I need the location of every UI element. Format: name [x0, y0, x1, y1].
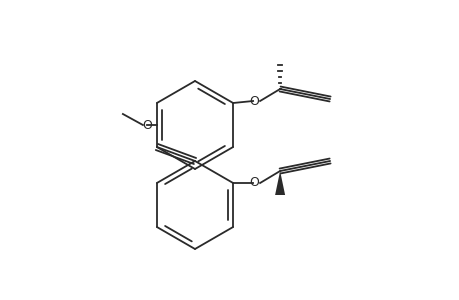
Text: O: O: [249, 176, 258, 190]
Text: O: O: [142, 118, 151, 131]
Polygon shape: [274, 171, 285, 195]
Text: O: O: [249, 94, 258, 107]
